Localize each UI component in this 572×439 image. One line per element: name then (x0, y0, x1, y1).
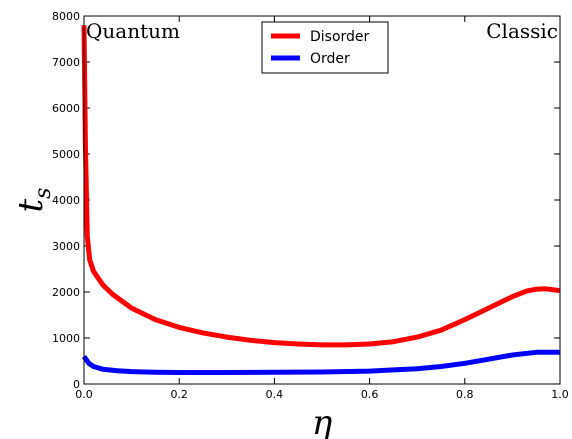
y-axis-label: ts (11, 188, 56, 213)
legend-label-order: Order (310, 51, 350, 67)
x-tick-label: 0.0 (75, 388, 93, 401)
series-line-disorder (81, 25, 561, 348)
x-tick-label: 0.4 (266, 388, 284, 401)
svg-text:ts: ts (11, 188, 56, 213)
x-tick-label: 0.6 (361, 388, 379, 401)
y-tick-label: 1000 (52, 332, 80, 345)
y-tick-label: 4000 (52, 194, 80, 207)
y-tick-label: 2000 (52, 286, 80, 299)
x-axis-label: η (312, 403, 333, 439)
series-layer (81, 25, 561, 375)
labels: 0.0 0.2 0.4 0.6 0.8 1.0 0 1000 2000 3000 4000 5000 6… (52, 10, 569, 401)
plot-frame (83, 15, 561, 385)
y-tick-label: 7000 (52, 56, 80, 69)
legend: Disorder Order (261, 21, 389, 74)
y-tick-label: 0 (73, 378, 80, 391)
y-tick-label: 8000 (52, 10, 80, 23)
annotation-left: Quantum (86, 19, 180, 43)
annotation-right: Classic (486, 19, 558, 43)
x-tick-label: 0.2 (170, 388, 188, 401)
series-line-order (81, 349, 560, 375)
y-tick-label: 5000 (52, 148, 80, 161)
y-tick-label: 6000 (52, 102, 80, 115)
y-tick-label: 3000 (52, 240, 80, 253)
x-tick-label: 1.0 (551, 388, 569, 401)
x-tick-label: 0.8 (456, 388, 474, 401)
legend-box (261, 21, 389, 74)
y-axis-label-main: t (11, 198, 51, 212)
y-axis-label-sub: s (31, 188, 56, 199)
legend-label-disorder: Disorder (310, 29, 370, 45)
